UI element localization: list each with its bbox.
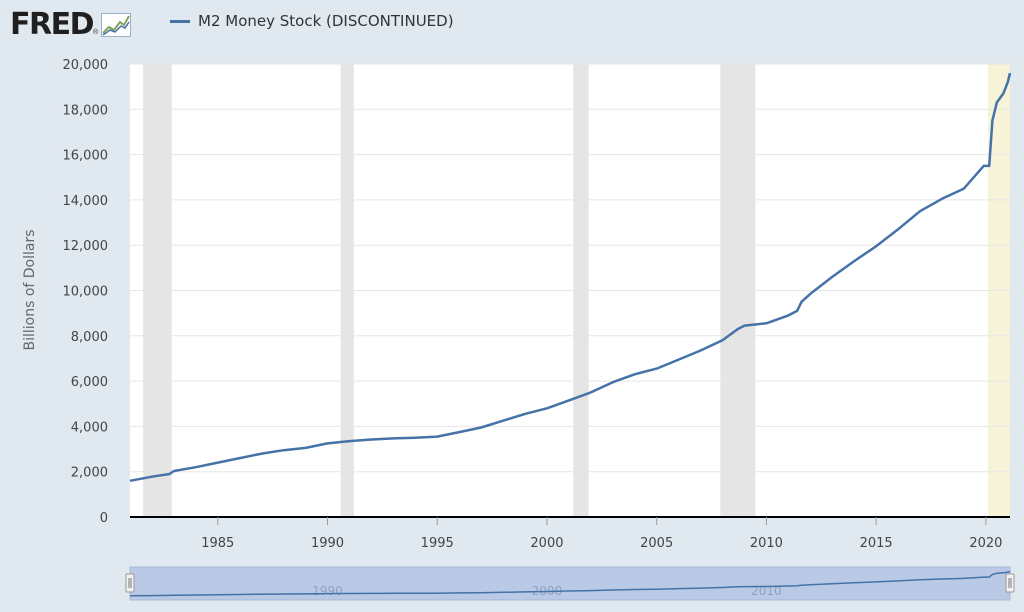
y-axis-label: Billions of Dollars <box>22 229 38 350</box>
legend-label: M2 Money Stock (DISCONTINUED) <box>198 12 454 30</box>
gridlines <box>130 63 1010 473</box>
chart-header: FRED ® M2 Money Stock (DISCONTINUED) <box>0 0 1024 46</box>
trend-logo-icon <box>101 13 132 37</box>
x-tick-label: 1990 <box>311 536 344 551</box>
x-tick-label: 2015 <box>860 536 893 551</box>
navigator-handle-right[interactable] <box>1005 573 1015 593</box>
handle-grip[interactable] <box>1005 573 1015 593</box>
fred-logo[interactable]: FRED ® <box>10 4 132 44</box>
y-tick-label: 2,000 <box>71 466 108 481</box>
y-tick-label: 8,000 <box>71 330 108 345</box>
y-tick-label: 18,000 <box>63 103 109 118</box>
navigator-tick-label: 2010 <box>751 584 782 598</box>
y-tick-label: 0 <box>100 511 108 526</box>
x-tick-label: 2005 <box>640 536 673 551</box>
y-tick-label: 6,000 <box>71 375 108 390</box>
navigator-handle-left[interactable] <box>125 573 135 593</box>
x-tick-label: 2010 <box>750 536 783 551</box>
range-navigator[interactable]: 1990 2000 2010 <box>125 566 1015 601</box>
y-tick-label: 12,000 <box>63 239 109 254</box>
y-tick-label: 4,000 <box>71 420 108 435</box>
series-line-m2 <box>129 72 1012 483</box>
registered-mark: ® <box>93 29 99 36</box>
x-tick-label: 1985 <box>201 536 234 551</box>
legend[interactable]: M2 Money Stock (DISCONTINUED) <box>170 12 454 30</box>
navigator-tick-label: 1990 <box>312 584 343 598</box>
navigator-window[interactable] <box>129 566 1011 601</box>
y-tick-label: 14,000 <box>63 194 109 209</box>
x-tick-label: 1995 <box>421 536 454 551</box>
axes: 0 2,000 4,000 6,000 8,000 10,000 12,000 14,000 1… <box>63 58 1010 551</box>
navigator-series-line <box>129 570 1011 597</box>
x-tick-label: 2020 <box>969 536 1002 551</box>
y-tick-label: 16,000 <box>63 149 109 164</box>
y-tick-label: 10,000 <box>63 285 109 300</box>
legend-swatch <box>170 19 190 23</box>
y-tick-label: 20,000 <box>63 58 109 73</box>
series-layer <box>129 72 1012 483</box>
handle-grip[interactable] <box>125 573 135 593</box>
logo-text: FRED <box>10 6 95 42</box>
x-tick-label: 2000 <box>530 536 563 551</box>
